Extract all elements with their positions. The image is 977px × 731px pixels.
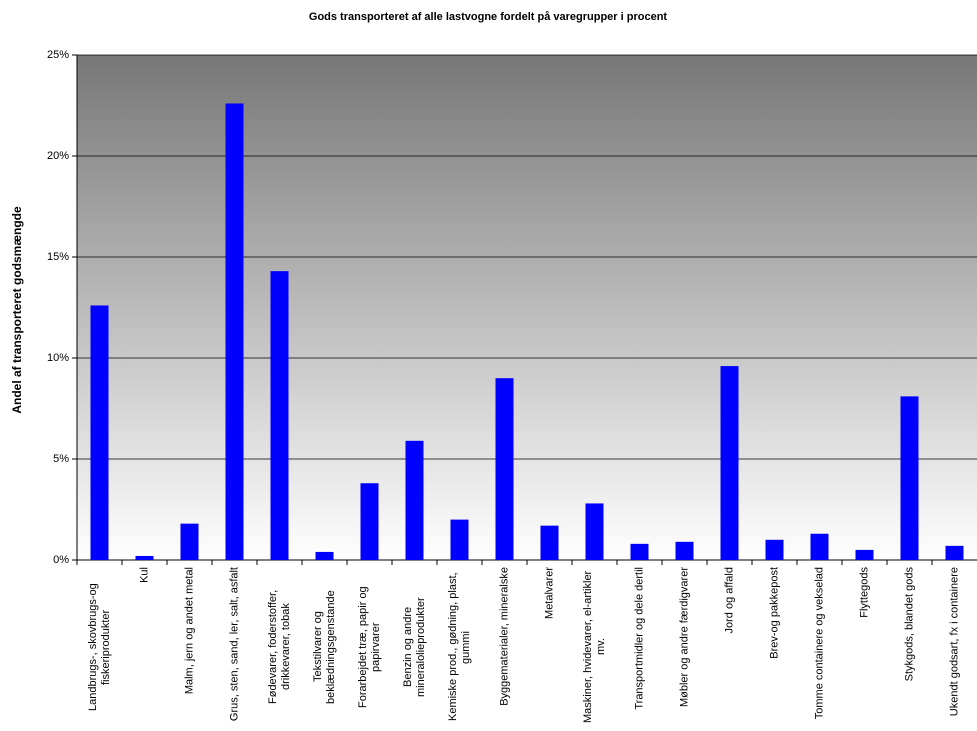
bar bbox=[810, 533, 829, 560]
x-tick-label: Landbrugs-, skovbrugs-og fiskeriprodukte… bbox=[86, 583, 112, 711]
x-tick-label: Maskiner, hvidevarer, el-artikler mv. bbox=[581, 570, 607, 724]
y-tick-label: 15% bbox=[47, 251, 69, 263]
bar bbox=[900, 396, 919, 560]
y-axis-label: Andel af transporteret godsmængde bbox=[10, 206, 24, 414]
x-tick-label: Malm, jern og andet metal bbox=[183, 567, 195, 695]
x-tick-label: Jord og affald bbox=[723, 567, 735, 634]
bar bbox=[270, 271, 289, 560]
chart-title: Gods transporteret af alle lastvogne for… bbox=[309, 11, 668, 23]
x-tick-label: Flyttegods bbox=[858, 567, 870, 618]
x-tick-label: Kemiske prod., gødning, plast, gummi bbox=[446, 572, 472, 722]
x-tick-label: Forarbejdet træ, papir og papirvarer bbox=[356, 586, 382, 708]
x-tick-label: Brev-og pakkepost bbox=[768, 567, 780, 659]
y-tick-label: 5% bbox=[53, 453, 69, 465]
bar bbox=[585, 503, 604, 560]
x-tick-label: Transportmidler og dele dertil bbox=[633, 567, 645, 710]
x-tick-label: Stykgods, blandet gods bbox=[903, 567, 915, 682]
y-tick-label: 10% bbox=[47, 352, 69, 364]
bar bbox=[720, 366, 739, 560]
y-tick-label: 0% bbox=[53, 554, 69, 566]
x-tick-label: Ukendt godsart, fx i containere bbox=[948, 567, 960, 717]
bar bbox=[540, 525, 559, 560]
x-tick-label: Tekstilvarer og beklædningsgenstande bbox=[311, 590, 337, 704]
bar bbox=[945, 545, 964, 560]
bar bbox=[315, 551, 334, 560]
bar bbox=[765, 539, 784, 560]
bar bbox=[855, 549, 874, 560]
bar bbox=[450, 519, 469, 560]
bar bbox=[675, 541, 694, 560]
x-tick-label: Kul bbox=[138, 567, 150, 583]
x-tick-label: Byggematerialer, mineralske bbox=[498, 567, 510, 706]
bar bbox=[405, 440, 424, 560]
y-tick-label: 25% bbox=[47, 49, 69, 61]
plot-area bbox=[77, 55, 977, 560]
bar bbox=[630, 543, 649, 560]
x-tick-label: Fødevarer, foderstoffer, drikkevarer, to… bbox=[266, 589, 292, 705]
x-tick-label: Møbler og andre færdigvarer bbox=[678, 567, 690, 708]
x-tick-label: Grus, sten, sand, ler, salt, asfalt bbox=[228, 567, 240, 722]
x-tick-label: Metalvarer bbox=[543, 567, 555, 619]
x-tick-label: Benzin og andre mineralolieprodukter bbox=[401, 597, 427, 697]
x-tick-label: Tomme containere og vekselad bbox=[813, 567, 825, 720]
bar bbox=[90, 305, 109, 560]
bar bbox=[225, 103, 244, 560]
bar bbox=[135, 555, 154, 560]
bar bbox=[495, 378, 514, 560]
bar bbox=[360, 483, 379, 560]
y-tick-label: 20% bbox=[47, 150, 69, 162]
bar bbox=[180, 523, 199, 560]
